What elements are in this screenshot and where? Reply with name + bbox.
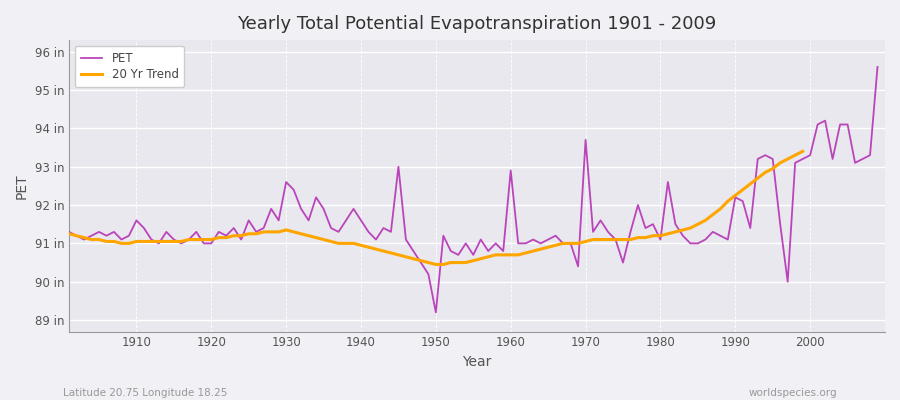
20 Yr Trend [438, 262, 449, 267]
20 Yr Trend [647, 233, 658, 238]
Line: PET: PET [69, 67, 878, 312]
20 Yr Trend [461, 260, 472, 265]
PET [333, 230, 344, 234]
20 Yr Trend [236, 233, 247, 238]
PET [505, 168, 516, 173]
Y-axis label: PET: PET [15, 173, 29, 199]
20 Yr Trend [288, 230, 299, 234]
Text: worldspecies.org: worldspecies.org [749, 388, 837, 398]
Text: Latitude 20.75 Longitude 18.25: Latitude 20.75 Longitude 18.25 [63, 388, 228, 398]
X-axis label: Year: Year [463, 355, 491, 369]
PET [64, 230, 75, 234]
Title: Yearly Total Potential Evapotranspiration 1901 - 2009: Yearly Total Potential Evapotranspiratio… [238, 15, 716, 33]
Line: 20 Yr Trend: 20 Yr Trend [69, 151, 803, 264]
20 Yr Trend [430, 262, 441, 267]
20 Yr Trend [797, 149, 808, 154]
PET [288, 187, 299, 192]
20 Yr Trend [64, 231, 75, 236]
PET [872, 64, 883, 69]
PET [123, 233, 134, 238]
PET [513, 241, 524, 246]
20 Yr Trend [258, 230, 269, 234]
PET [603, 230, 614, 234]
PET [430, 310, 441, 315]
Legend: PET, 20 Yr Trend: PET, 20 Yr Trend [75, 46, 184, 87]
